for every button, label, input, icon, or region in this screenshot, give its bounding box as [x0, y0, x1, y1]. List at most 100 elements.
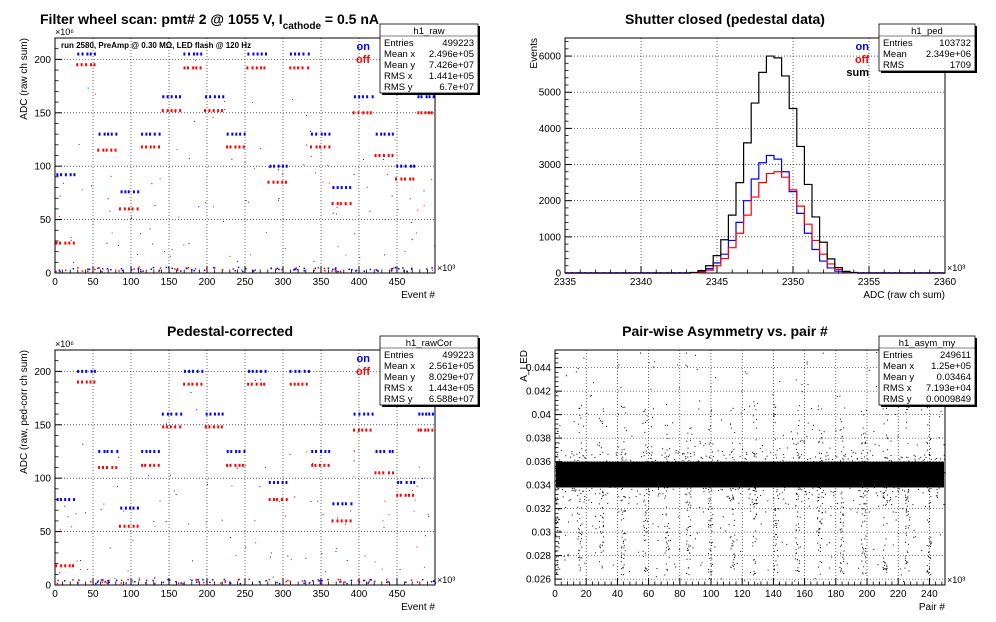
point-scatter — [697, 484, 699, 486]
point-scatter — [697, 464, 699, 466]
point-spike-down — [777, 508, 779, 510]
zero-bin-marker — [672, 272, 675, 274]
point-baseline — [101, 581, 104, 584]
point-scatter — [703, 481, 705, 483]
point-spike-down — [775, 486, 777, 488]
point-on — [183, 369, 186, 373]
point-on — [137, 190, 140, 194]
point-outlier — [739, 550, 741, 552]
point-off — [81, 380, 84, 384]
point-scatter — [869, 479, 871, 481]
point-spike-down — [580, 493, 582, 495]
point-transition — [110, 175, 112, 177]
point-scatter — [567, 471, 569, 473]
point-spike-up — [753, 421, 755, 423]
point-spike-down — [817, 506, 819, 508]
point-transition — [204, 201, 206, 203]
point-on — [396, 164, 399, 168]
point-spike-down — [708, 491, 710, 493]
point-scatter — [897, 491, 899, 493]
point-scatter — [929, 475, 931, 477]
point-spike-down — [600, 482, 602, 484]
point-scatter — [558, 468, 560, 470]
point-scatter — [867, 473, 869, 475]
point-scatter — [747, 488, 749, 490]
x-tick-label: 2345 — [706, 277, 729, 288]
point-scatter — [901, 471, 903, 473]
point-spike-down — [734, 555, 736, 557]
point-scatter — [936, 458, 938, 460]
point-spike-up — [777, 470, 779, 472]
point-outlier — [878, 505, 880, 507]
point-outlier — [662, 514, 664, 516]
point-spike-down — [817, 496, 819, 498]
point-transition — [90, 185, 92, 187]
point-spike-down — [732, 508, 734, 510]
point-outlier — [678, 548, 680, 550]
point-scatter — [569, 473, 571, 475]
point-scatter — [588, 466, 590, 468]
stats-row-label: Entries — [384, 38, 414, 49]
point-on — [298, 52, 301, 56]
point-spike-down — [556, 483, 558, 485]
point-spike-down — [905, 500, 907, 502]
point-spike-down — [885, 487, 887, 489]
point-scatter — [591, 454, 593, 456]
point-scatter — [826, 452, 828, 454]
point-transition — [106, 242, 108, 244]
point-scatter — [726, 474, 728, 476]
point-baseline — [350, 579, 353, 582]
point-transition — [72, 262, 74, 264]
point-outlier — [691, 433, 693, 435]
point-outlier — [882, 566, 884, 568]
point-outlier — [669, 539, 671, 541]
point-outlier — [822, 512, 824, 514]
point-spike-down — [711, 570, 713, 572]
point-scatter — [696, 482, 698, 484]
point-spike-up — [559, 425, 561, 427]
point-spike-down — [689, 506, 691, 508]
point-spike-down — [775, 475, 777, 477]
point-off — [72, 564, 75, 568]
point-outlier — [825, 455, 827, 457]
x-tick-label: 100 — [703, 589, 720, 600]
point-spike-down — [581, 546, 583, 548]
point-spike-down — [818, 531, 820, 533]
point-spike-up — [882, 450, 884, 452]
point-spike-down — [819, 520, 821, 522]
point-scatter — [868, 511, 870, 513]
point-scatter — [727, 479, 729, 481]
point-outlier — [569, 456, 571, 458]
point-outlier — [759, 448, 761, 450]
point-spike-down — [842, 502, 844, 504]
point-spike-down — [686, 540, 688, 542]
stats-box-name: h1_asym_my — [899, 338, 956, 349]
point-spike-up — [667, 437, 669, 439]
point-scatter — [656, 483, 658, 485]
point-transition — [253, 168, 255, 170]
chart-title-suffix: = 0.5 nA — [321, 11, 379, 27]
point-spike-up — [734, 432, 736, 434]
point-outlier — [819, 452, 821, 454]
point-spike-down — [646, 568, 648, 570]
point-transition — [410, 222, 412, 224]
point-spike-up — [843, 427, 845, 429]
point-transition — [59, 195, 61, 197]
point-scatter — [782, 460, 784, 462]
point-on — [161, 412, 164, 416]
point-scatter — [871, 486, 873, 488]
point-scatter — [785, 475, 787, 477]
point-scatter — [780, 469, 782, 471]
point-transition — [81, 189, 83, 191]
point-transition — [423, 566, 425, 568]
point-scatter — [779, 480, 781, 482]
point-outlier — [633, 470, 635, 472]
point-spike-down — [643, 482, 645, 484]
point-scatter — [826, 477, 828, 479]
point-scatter — [918, 458, 920, 460]
point-spike-down — [731, 543, 733, 545]
point-spike-down — [841, 514, 843, 516]
zero-bin-marker — [919, 272, 922, 274]
point-outlier — [639, 352, 641, 354]
point-transition — [260, 379, 262, 381]
